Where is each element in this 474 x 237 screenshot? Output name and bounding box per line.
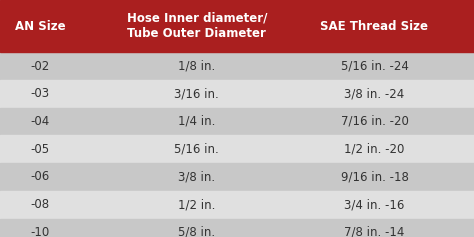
Bar <box>0 163 474 191</box>
Text: 7/16 in. -20: 7/16 in. -20 <box>340 115 409 128</box>
Text: 1/2 in. -20: 1/2 in. -20 <box>344 143 405 156</box>
Text: -08: -08 <box>31 198 50 211</box>
Text: 3/4 in. -16: 3/4 in. -16 <box>344 198 405 211</box>
Bar <box>0 108 474 135</box>
Text: 1/2 in.: 1/2 in. <box>178 198 215 211</box>
Bar <box>0 52 474 80</box>
Text: AN Size: AN Size <box>15 20 65 32</box>
Text: SAE Thread Size: SAE Thread Size <box>320 20 428 32</box>
Text: Hose Inner diameter/
Tube Outer Diameter: Hose Inner diameter/ Tube Outer Diameter <box>127 12 267 40</box>
Text: -02: -02 <box>31 59 50 73</box>
Text: 7/8 in. -14: 7/8 in. -14 <box>344 226 405 237</box>
Text: 3/8 in.: 3/8 in. <box>178 170 215 183</box>
Text: 3/8 in. -24: 3/8 in. -24 <box>344 87 405 100</box>
Text: -04: -04 <box>31 115 50 128</box>
Bar <box>0 80 474 108</box>
Text: 5/16 in. -24: 5/16 in. -24 <box>340 59 409 73</box>
Text: 3/16 in.: 3/16 in. <box>174 87 219 100</box>
Text: 1/4 in.: 1/4 in. <box>178 115 215 128</box>
Text: 9/16 in. -18: 9/16 in. -18 <box>340 170 409 183</box>
Bar <box>0 191 474 219</box>
Text: -10: -10 <box>31 226 50 237</box>
Text: -05: -05 <box>31 143 50 156</box>
Bar <box>0 219 474 237</box>
Bar <box>0 135 474 163</box>
Text: 1/8 in.: 1/8 in. <box>178 59 215 73</box>
Text: -03: -03 <box>31 87 50 100</box>
Bar <box>0 0 474 52</box>
Text: 5/8 in.: 5/8 in. <box>178 226 215 237</box>
Text: -06: -06 <box>31 170 50 183</box>
Text: 5/16 in.: 5/16 in. <box>174 143 219 156</box>
